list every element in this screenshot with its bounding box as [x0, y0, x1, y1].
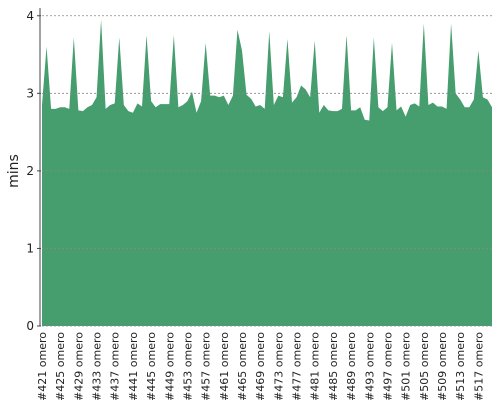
y-tick-label: 3	[26, 86, 34, 100]
x-tick-label: #497 omero	[381, 332, 394, 400]
y-tick-label: 2	[26, 164, 34, 178]
x-tick-label: #469 omero	[254, 332, 267, 400]
x-tick-label: #449 omero	[163, 332, 176, 400]
x-tick-label: #477 omero	[291, 332, 304, 400]
x-tick-label: #505 omero	[418, 332, 431, 400]
x-tick-label: #473 omero	[272, 332, 285, 400]
y-tick-label: 1	[26, 241, 34, 255]
y-axis-label: mins	[6, 154, 22, 188]
x-tick-label: #421 omero	[36, 332, 49, 400]
area	[42, 19, 492, 326]
x-tick-label: #501 omero	[400, 332, 413, 400]
x-tick-label: #429 omero	[72, 332, 85, 400]
x-tick-label: #513 omero	[454, 332, 467, 400]
y-tick-label: 4	[26, 9, 34, 23]
y-tick-label: 0	[26, 319, 34, 333]
x-tick-label: #481 omero	[309, 332, 322, 400]
x-tick-label: #489 omero	[345, 332, 358, 400]
x-tick-label: #425 omero	[54, 332, 67, 400]
x-tick-label: #437 omero	[109, 332, 122, 400]
x-tick-label: #509 omero	[436, 332, 449, 400]
x-tick-label: #433 omero	[91, 332, 104, 400]
x-tick-label: #485 omero	[327, 332, 340, 400]
x-tick-label: #457 omero	[200, 332, 213, 400]
x-tick-label: #441 omero	[127, 332, 140, 400]
x-tick-label: #493 omero	[363, 332, 376, 400]
x-tick-label: #453 omero	[181, 332, 194, 400]
x-tick-label: #465 omero	[236, 332, 249, 400]
x-tick-label: #517 omero	[472, 332, 485, 400]
x-tick-label: #461 omero	[218, 332, 231, 400]
x-tick-label: #445 omero	[145, 332, 158, 400]
